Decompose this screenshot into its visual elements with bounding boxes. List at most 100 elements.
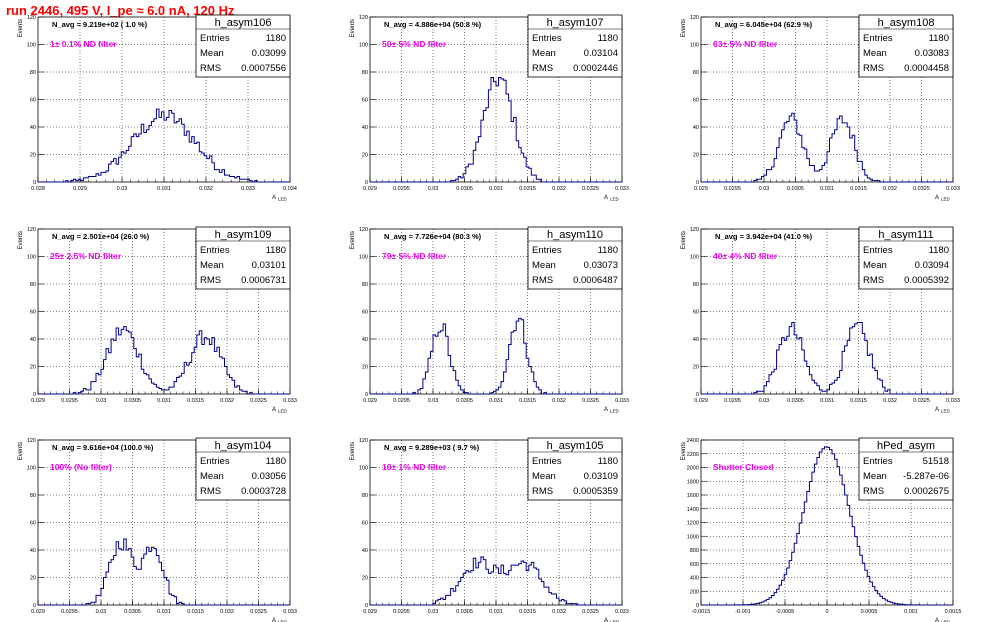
filter-label: 40± 4% ND filter [713, 251, 778, 261]
y-tick-label: 60 [362, 98, 368, 104]
histogram-name: h_asym109 [215, 229, 272, 241]
stat-entries-label: Entries [532, 456, 562, 467]
stat-rms-value: 0.0002446 [573, 63, 618, 74]
y-tick-label: 80 [362, 282, 368, 288]
x-axis-label-subscript: LED [278, 409, 288, 414]
y-axis-label: Events [350, 19, 356, 37]
histogram-panel-h_asym105: 0.029 0.0295 0.03 0.0305 0.031 0.0315 0.032 0.0… [350, 437, 629, 622]
y-tick-label: 80 [30, 282, 36, 288]
x-tick-label: 0.03 [428, 609, 439, 615]
stats-box: h_asym107 Entries 1180 Mean 0.03104 RMS 0.0002… [527, 14, 623, 78]
y-axis-label: Events [681, 442, 687, 460]
stats-box: h_asym108 Entries 1180 Mean 0.03083 RMS 0.0004… [858, 14, 954, 78]
x-tick-label: 0.0295 [393, 398, 410, 404]
histogram-name: h_asym104 [215, 440, 272, 452]
x-axis-label: A LED [272, 195, 288, 202]
x-tick-label: 0.03 [428, 398, 439, 404]
stats-box: h_asym109 Entries 1180 Mean 0.03101 RMS 0.0006… [195, 226, 291, 290]
stat-mean-value: 0.03099 [252, 48, 286, 59]
y-tick-label: 100 [359, 466, 368, 472]
x-tick-label: 0.0305 [124, 398, 141, 404]
navg-label: N_avg = 7.726e+04 (80.3 %) [384, 232, 482, 241]
stat-rms-label: RMS [200, 63, 221, 74]
y-tick-label: 0 [696, 180, 699, 186]
x-tick-label: 0.032 [552, 609, 566, 615]
histogram-panel-h_asym108: 0.029 0.0295 0.03 0.0305 0.031 0.0315 0.032 0.0… [681, 14, 960, 202]
y-tick-label: 60 [30, 310, 36, 316]
x-tick-label: 0.0295 [393, 186, 410, 192]
y-tick-label: 80 [362, 70, 368, 76]
x-axis-label: A LED [604, 618, 620, 622]
y-tick-label: 400 [690, 576, 699, 582]
x-tick-label: 0.033 [615, 186, 629, 192]
y-axis-label: Events [681, 231, 687, 249]
stat-mean-label: Mean [532, 48, 556, 59]
histogram-line [370, 77, 622, 183]
stat-rms-label: RMS [532, 63, 553, 74]
x-tick-label: 0.029 [31, 398, 45, 404]
y-tick-label: 800 [690, 548, 699, 554]
stats-box: h_asym110 Entries 1180 Mean 0.03073 RMS 0.0006… [527, 226, 623, 290]
y-tick-label: 100 [359, 255, 368, 261]
y-tick-label: 100 [27, 43, 36, 49]
x-tick-label: 0.0315 [519, 186, 536, 192]
x-tick-label: 0.028 [31, 186, 45, 192]
y-tick-label: 80 [30, 70, 36, 76]
stat-mean-value: 0.03101 [252, 260, 286, 271]
stat-entries-label: Entries [532, 245, 562, 256]
x-tick-label: 0.029 [73, 186, 87, 192]
y-tick-label: 100 [690, 255, 699, 261]
y-tick-label: 20 [362, 365, 368, 371]
y-tick-label: 80 [693, 282, 699, 288]
stat-entries-value: 1180 [598, 33, 618, 44]
x-tick-label: 0.0295 [393, 609, 410, 615]
y-tick-label: 600 [690, 562, 699, 568]
y-tick-label: 20 [30, 153, 36, 159]
histogram-panel-hPed_asym: -0.0015 -0.001 -0.0005 0 0.0005 0.001 0.0015 0 2… [681, 437, 961, 622]
y-tick-label: 0 [696, 392, 699, 398]
stat-rms-value: 0.0005359 [573, 486, 618, 497]
stat-rms-label: RMS [200, 486, 221, 497]
histogram-panel-h_asym109: 0.029 0.0295 0.03 0.0305 0.031 0.0315 0.032 0.0… [18, 226, 297, 414]
x-tick-label: 0.0325 [582, 398, 599, 404]
x-tick-label: 0.032 [883, 186, 897, 192]
x-tick-label: 0.029 [363, 186, 377, 192]
stat-rms-value: 0.0004458 [904, 63, 949, 74]
x-tick-label: 0.031 [157, 398, 171, 404]
stat-entries-label: Entries [200, 33, 230, 44]
x-tick-label: 0.032 [552, 186, 566, 192]
x-axis-label-subscript: LED [610, 197, 620, 202]
x-tick-label: 0.0295 [61, 398, 78, 404]
y-axis-label: Events [18, 231, 24, 249]
y-tick-label: 120 [359, 438, 368, 444]
x-tick-label: 0.0305 [456, 398, 473, 404]
y-tick-label: 60 [362, 310, 368, 316]
x-tick-label: 0.0325 [913, 186, 930, 192]
x-tick-label: 0.031 [157, 609, 171, 615]
stat-mean-label: Mean [532, 471, 556, 482]
y-tick-label: 20 [30, 576, 36, 582]
stat-rms-label: RMS [532, 275, 553, 286]
y-tick-label: 20 [693, 365, 699, 371]
y-tick-label: 60 [693, 310, 699, 316]
stat-entries-label: Entries [863, 33, 893, 44]
y-tick-label: 0 [365, 180, 368, 186]
stat-mean-label: Mean [200, 260, 224, 271]
y-tick-label: 1600 [687, 493, 699, 499]
x-tick-label: 0.0305 [787, 398, 804, 404]
y-tick-label: 100 [359, 43, 368, 49]
y-tick-label: 120 [690, 15, 699, 21]
x-axis-label: A LED [935, 195, 951, 202]
x-tick-label: -0.0015 [692, 609, 711, 615]
x-tick-label: 0.031 [489, 186, 503, 192]
stat-entries-value: 1180 [266, 33, 286, 44]
stat-mean-value: 0.03073 [584, 260, 618, 271]
x-axis-label: A LED [935, 618, 951, 622]
x-tick-label: 0.031 [489, 398, 503, 404]
y-tick-label: 20 [30, 365, 36, 371]
x-axis-label: A LED [604, 407, 620, 414]
x-tick-label: 0.0305 [124, 609, 141, 615]
x-axis-label: A LED [604, 195, 620, 202]
y-tick-label: 80 [30, 493, 36, 499]
